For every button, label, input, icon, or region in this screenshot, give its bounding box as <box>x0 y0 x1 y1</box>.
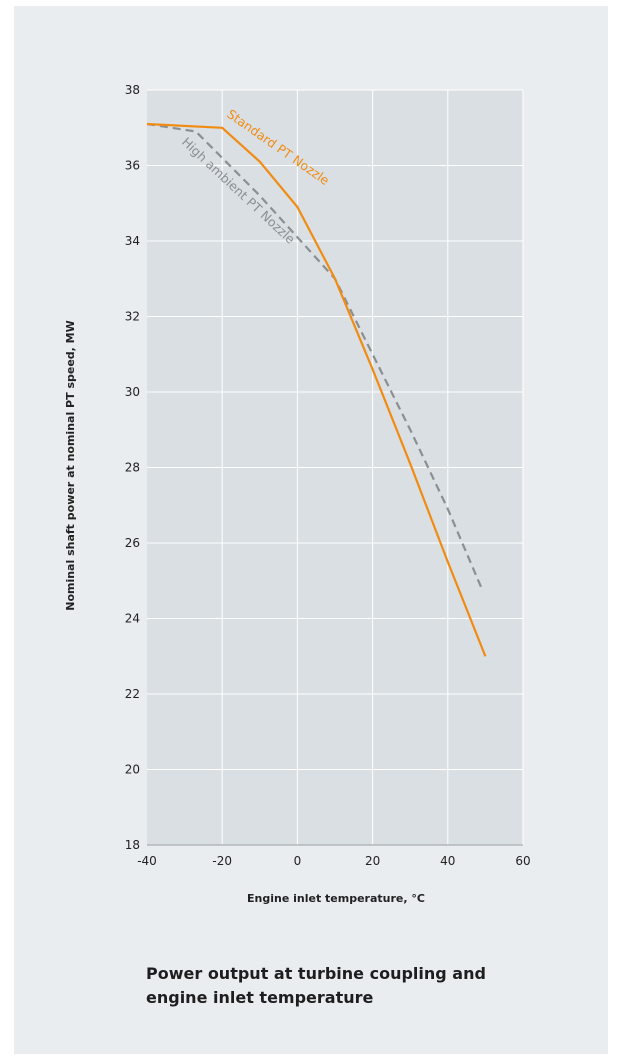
x-tick-labels: -40 -20 0 20 40 60 <box>137 854 530 868</box>
y-tick-labels: 18 20 22 24 26 28 30 32 34 36 38 <box>125 83 140 852</box>
y-tick-label: 38 <box>125 83 140 97</box>
x-tick-label: 0 <box>294 854 302 868</box>
y-tick-label: 20 <box>125 763 140 777</box>
x-tick-label: 40 <box>440 854 455 868</box>
y-tick-label: 22 <box>125 687 140 701</box>
figure-caption: Power output at turbine coupling and eng… <box>146 962 566 1010</box>
y-tick-label: 18 <box>125 838 140 852</box>
series-lines <box>146 122 487 657</box>
series-line-high-ambient <box>146 122 483 589</box>
y-tick-label: 28 <box>125 461 140 475</box>
y-tick-label: 36 <box>125 159 140 173</box>
series-line-standard <box>146 122 487 657</box>
caption-line-2: engine inlet temperature <box>146 988 374 1007</box>
y-tick-label: 24 <box>125 612 140 626</box>
x-tick-label: 20 <box>365 854 380 868</box>
grid-lines <box>147 89 524 846</box>
y-tick-label: 34 <box>125 234 140 248</box>
y-tick-label: 26 <box>125 536 140 550</box>
y-axis-title: Nominal shaft power at nominal PT speed,… <box>64 320 77 611</box>
y-tick-label: 32 <box>125 310 140 324</box>
x-axis-title: Engine inlet temperature, °C <box>247 892 425 905</box>
x-tick-label: -40 <box>137 854 157 868</box>
x-tick-label: 60 <box>515 854 530 868</box>
caption-line-1: Power output at turbine coupling and <box>146 964 486 983</box>
x-tick-label: -20 <box>212 854 232 868</box>
y-tick-label: 30 <box>125 385 140 399</box>
